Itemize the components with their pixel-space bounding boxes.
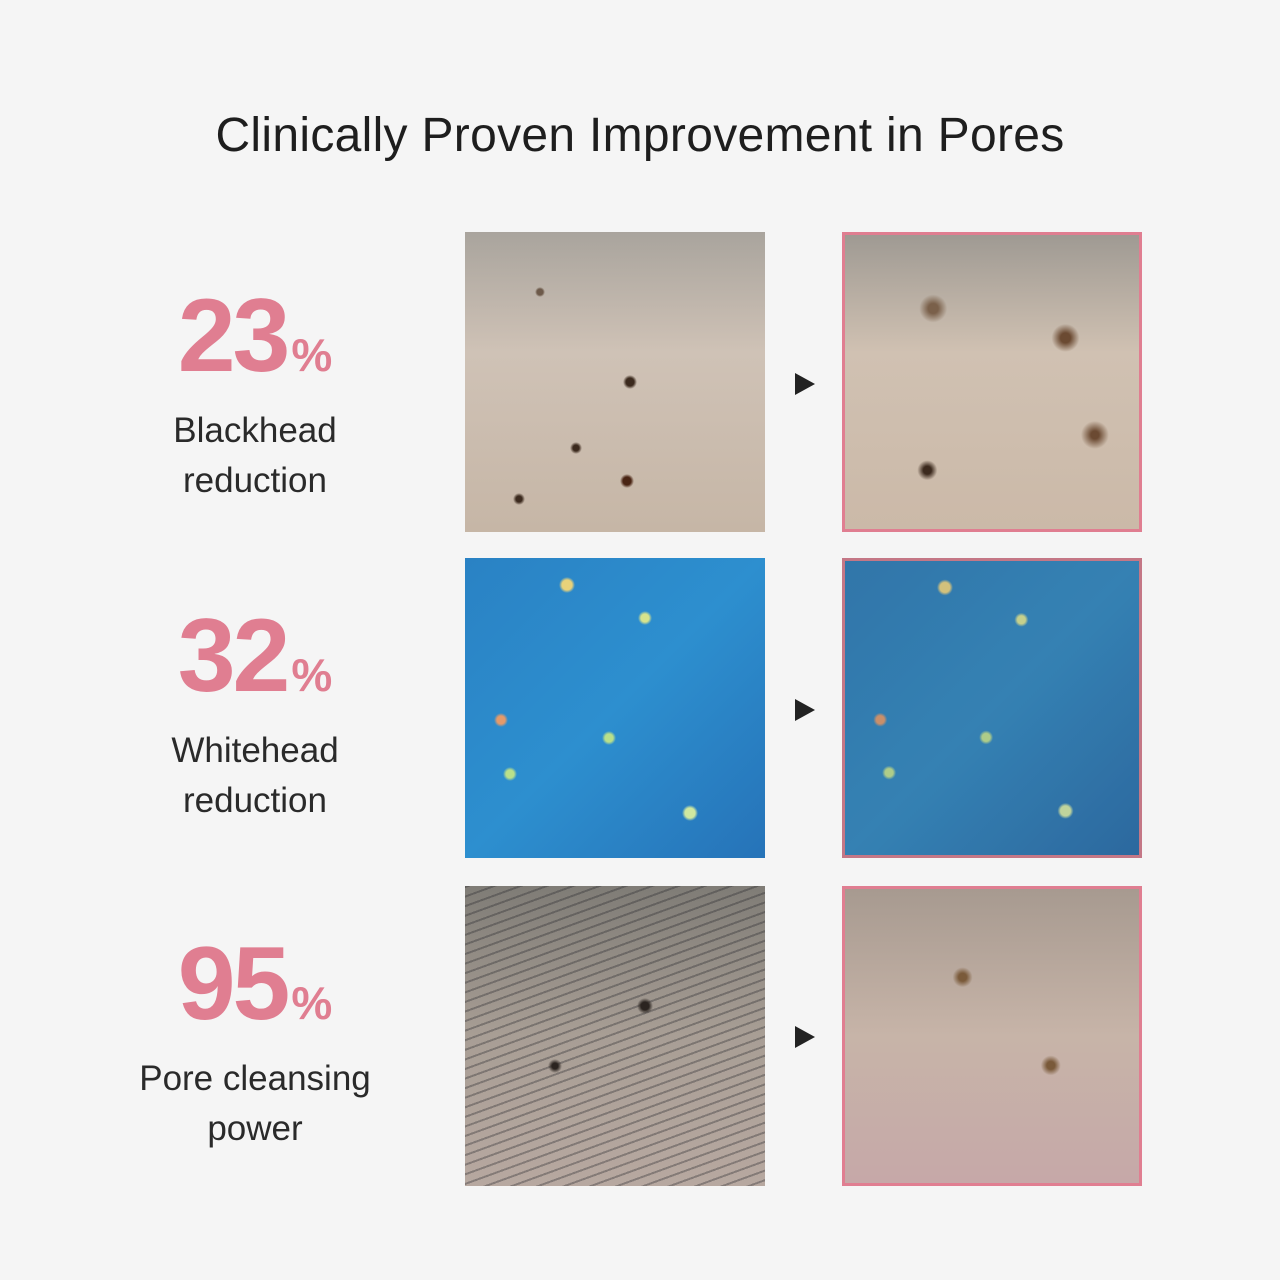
play-triangle-icon (795, 1026, 815, 1048)
label-line2: power (207, 1109, 303, 1148)
stat-value: 23% (100, 284, 410, 388)
stat-number: 32 (177, 598, 291, 714)
stat-value: 95% (100, 932, 410, 1036)
stat-unit: % (291, 649, 333, 701)
stat-whitehead: 32% Whitehead reduction (100, 604, 410, 826)
result-row-blackhead: 23% Blackhead reduction (0, 232, 1280, 534)
stat-number: 95 (177, 926, 291, 1042)
stat-label: Whitehead reduction (100, 726, 410, 826)
stat-value: 32% (100, 604, 410, 708)
stat-number: 23 (177, 278, 291, 394)
after-image (842, 558, 1142, 858)
before-image (465, 558, 765, 858)
label-line1: Whitehead (171, 731, 339, 770)
stat-unit: % (291, 329, 333, 381)
result-row-whitehead: 32% Whitehead reduction (0, 558, 1280, 860)
stat-label: Pore cleansing power (100, 1054, 410, 1154)
after-image (842, 886, 1142, 1186)
page-title: Clinically Proven Improvement in Pores (215, 109, 1065, 162)
before-image (465, 232, 765, 532)
before-image (465, 886, 765, 1186)
play-triangle-icon (795, 699, 815, 721)
after-image (842, 232, 1142, 532)
result-row-pore-cleansing: 95% Pore cleansing power (0, 886, 1280, 1188)
label-line1: Pore cleansing (139, 1059, 371, 1098)
label-line1: Blackhead (173, 411, 337, 450)
stat-unit: % (291, 977, 333, 1029)
stat-blackhead: 23% Blackhead reduction (100, 284, 410, 506)
stat-label: Blackhead reduction (100, 406, 410, 506)
label-line2: reduction (183, 461, 327, 500)
play-triangle-icon (795, 373, 815, 395)
label-line2: reduction (183, 781, 327, 820)
stat-pore-cleansing: 95% Pore cleansing power (100, 932, 410, 1154)
